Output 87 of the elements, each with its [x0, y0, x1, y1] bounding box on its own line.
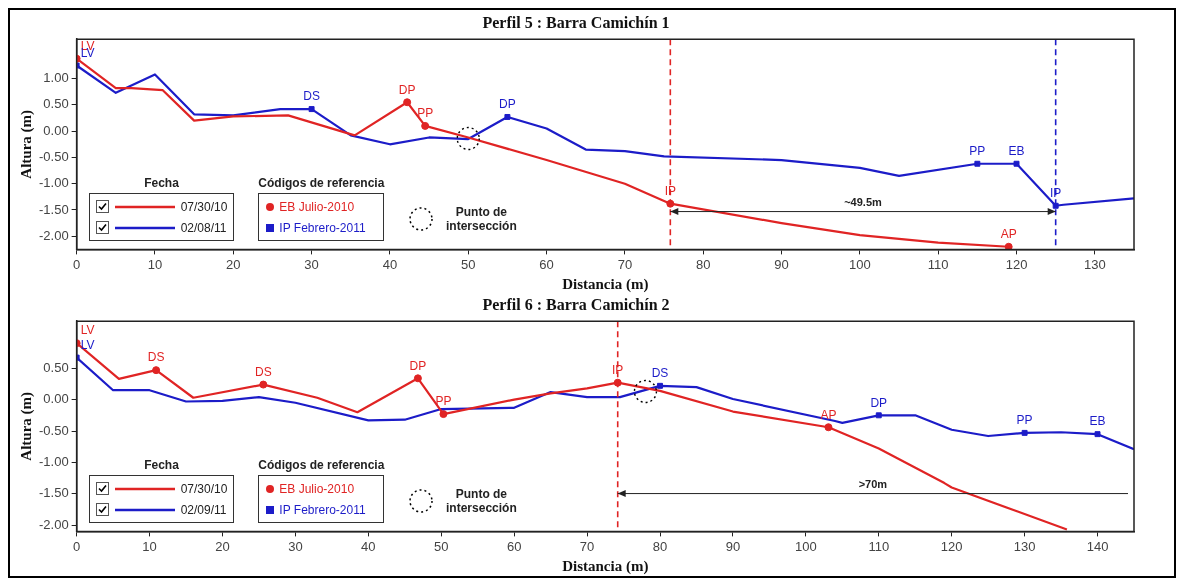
x-tick-label: 30	[304, 256, 319, 272]
y-axis-title: Altura (m)	[17, 391, 35, 461]
legend-label: 07/30/10	[180, 481, 228, 496]
x-tick-label: 70	[579, 538, 595, 554]
x-tick-label: 140	[1086, 538, 1109, 554]
annotation: Códigos de referencia	[258, 458, 385, 473]
x-tick-label: 120	[940, 538, 963, 554]
y-tick-label: -2.00	[38, 516, 69, 532]
y-tick-label: -1.50	[38, 201, 69, 217]
y-tick-label: -0.50	[38, 422, 69, 438]
data-label: PP	[969, 144, 986, 159]
y-tick-label: -1.00	[38, 453, 69, 469]
data-label: DS	[147, 350, 165, 365]
data-label: DS	[303, 89, 320, 104]
x-tick-label: 90	[725, 538, 741, 554]
x-tick-label: 110	[927, 256, 949, 272]
legend-label: 07/30/10	[180, 199, 228, 214]
x-tick-label: 20	[215, 538, 230, 554]
annotation: >70m	[858, 478, 888, 491]
data-label: DS	[651, 366, 669, 381]
x-tick-label: 90	[774, 256, 789, 272]
x-tick-label: 100	[795, 538, 817, 554]
data-label: IP	[1050, 186, 1062, 201]
x-tick-label: 80	[652, 538, 668, 554]
legend-title: Fecha	[143, 176, 180, 191]
data-label: AP	[1000, 227, 1017, 242]
data-label: DS	[254, 364, 272, 379]
x-tick-label: 60	[506, 538, 522, 554]
annotation: ~49.5m	[844, 196, 883, 209]
point	[456, 126, 480, 151]
y-tick-label: 0.00	[43, 391, 69, 407]
y-tick-label: -1.50	[38, 485, 69, 501]
point	[633, 379, 658, 404]
x-tick-label: 0	[73, 256, 81, 272]
legend-label: Punto de intersección	[445, 205, 518, 234]
y-tick-label: 0.50	[43, 96, 69, 112]
data-label: EB	[1008, 144, 1025, 159]
x-tick-label: 20	[226, 256, 241, 272]
x-tick-label: 110	[868, 538, 890, 554]
data-label: LV	[80, 323, 95, 338]
x-tick-label: 0	[73, 538, 81, 554]
legend-label: Punto de intersección	[445, 487, 518, 516]
x-tick-label: 40	[361, 538, 376, 554]
legend-label: IP Febrero-2011	[279, 502, 366, 517]
data-label: PP	[417, 106, 434, 121]
x-tick-label: 40	[382, 256, 398, 272]
legend-label: IP Febrero-2011	[279, 220, 366, 235]
legend-title: Fecha	[143, 458, 180, 473]
y-tick-label: -1.00	[38, 175, 69, 191]
x-tick-label: 30	[288, 538, 303, 554]
data-label: PP	[1016, 413, 1033, 428]
x-tick-label: 130	[1013, 538, 1036, 554]
data-label: IP	[612, 363, 624, 377]
x-tick-label: 120	[1005, 256, 1028, 272]
x-tick-label: 130	[1083, 256, 1106, 272]
y-tick-label: -2.00	[38, 227, 69, 243]
x-tick-label: 70	[617, 256, 633, 272]
data-label: DP	[398, 82, 416, 97]
annotation: Códigos de referencia	[258, 176, 385, 191]
data-label: LV	[80, 337, 95, 352]
data-label: EB	[1089, 414, 1106, 429]
data-label: DP	[870, 395, 888, 410]
data-label: DP	[409, 358, 427, 373]
x-tick-label: 10	[142, 538, 157, 554]
data-label: DP	[499, 97, 516, 112]
x-tick-label: 80	[695, 256, 711, 272]
legend-label: EB Julio-2010	[279, 199, 355, 214]
x-tick-label: 10	[147, 256, 163, 272]
x-axis-title: Distancia (m)	[562, 557, 649, 575]
y-tick-label: 0.00	[43, 122, 69, 138]
x-tick-label: 50	[461, 256, 476, 272]
y-tick-label: 1.00	[43, 70, 69, 86]
data-label: AP	[820, 407, 837, 422]
legend-label: EB Julio-2010	[279, 481, 355, 496]
chart-title: Perfil 6 : Barra Camichín 2	[482, 295, 670, 313]
y-tick-label: -0.50	[38, 149, 69, 165]
legend-label: 02/09/11	[180, 502, 227, 517]
chart-title: Perfil 5 : Barra Camichín 1	[482, 13, 670, 31]
x-tick-label: 60	[539, 256, 554, 272]
y-axis-title: Altura (m)	[17, 109, 35, 179]
data-label: IP	[664, 183, 676, 198]
x-tick-label: 50	[434, 538, 449, 554]
x-axis-title: Distancia (m)	[562, 275, 649, 293]
legend-label: 02/08/11	[180, 220, 227, 235]
y-tick-label: 0.50	[43, 359, 69, 375]
data-label: PP	[435, 394, 452, 409]
x-tick-label: 100	[849, 256, 871, 272]
